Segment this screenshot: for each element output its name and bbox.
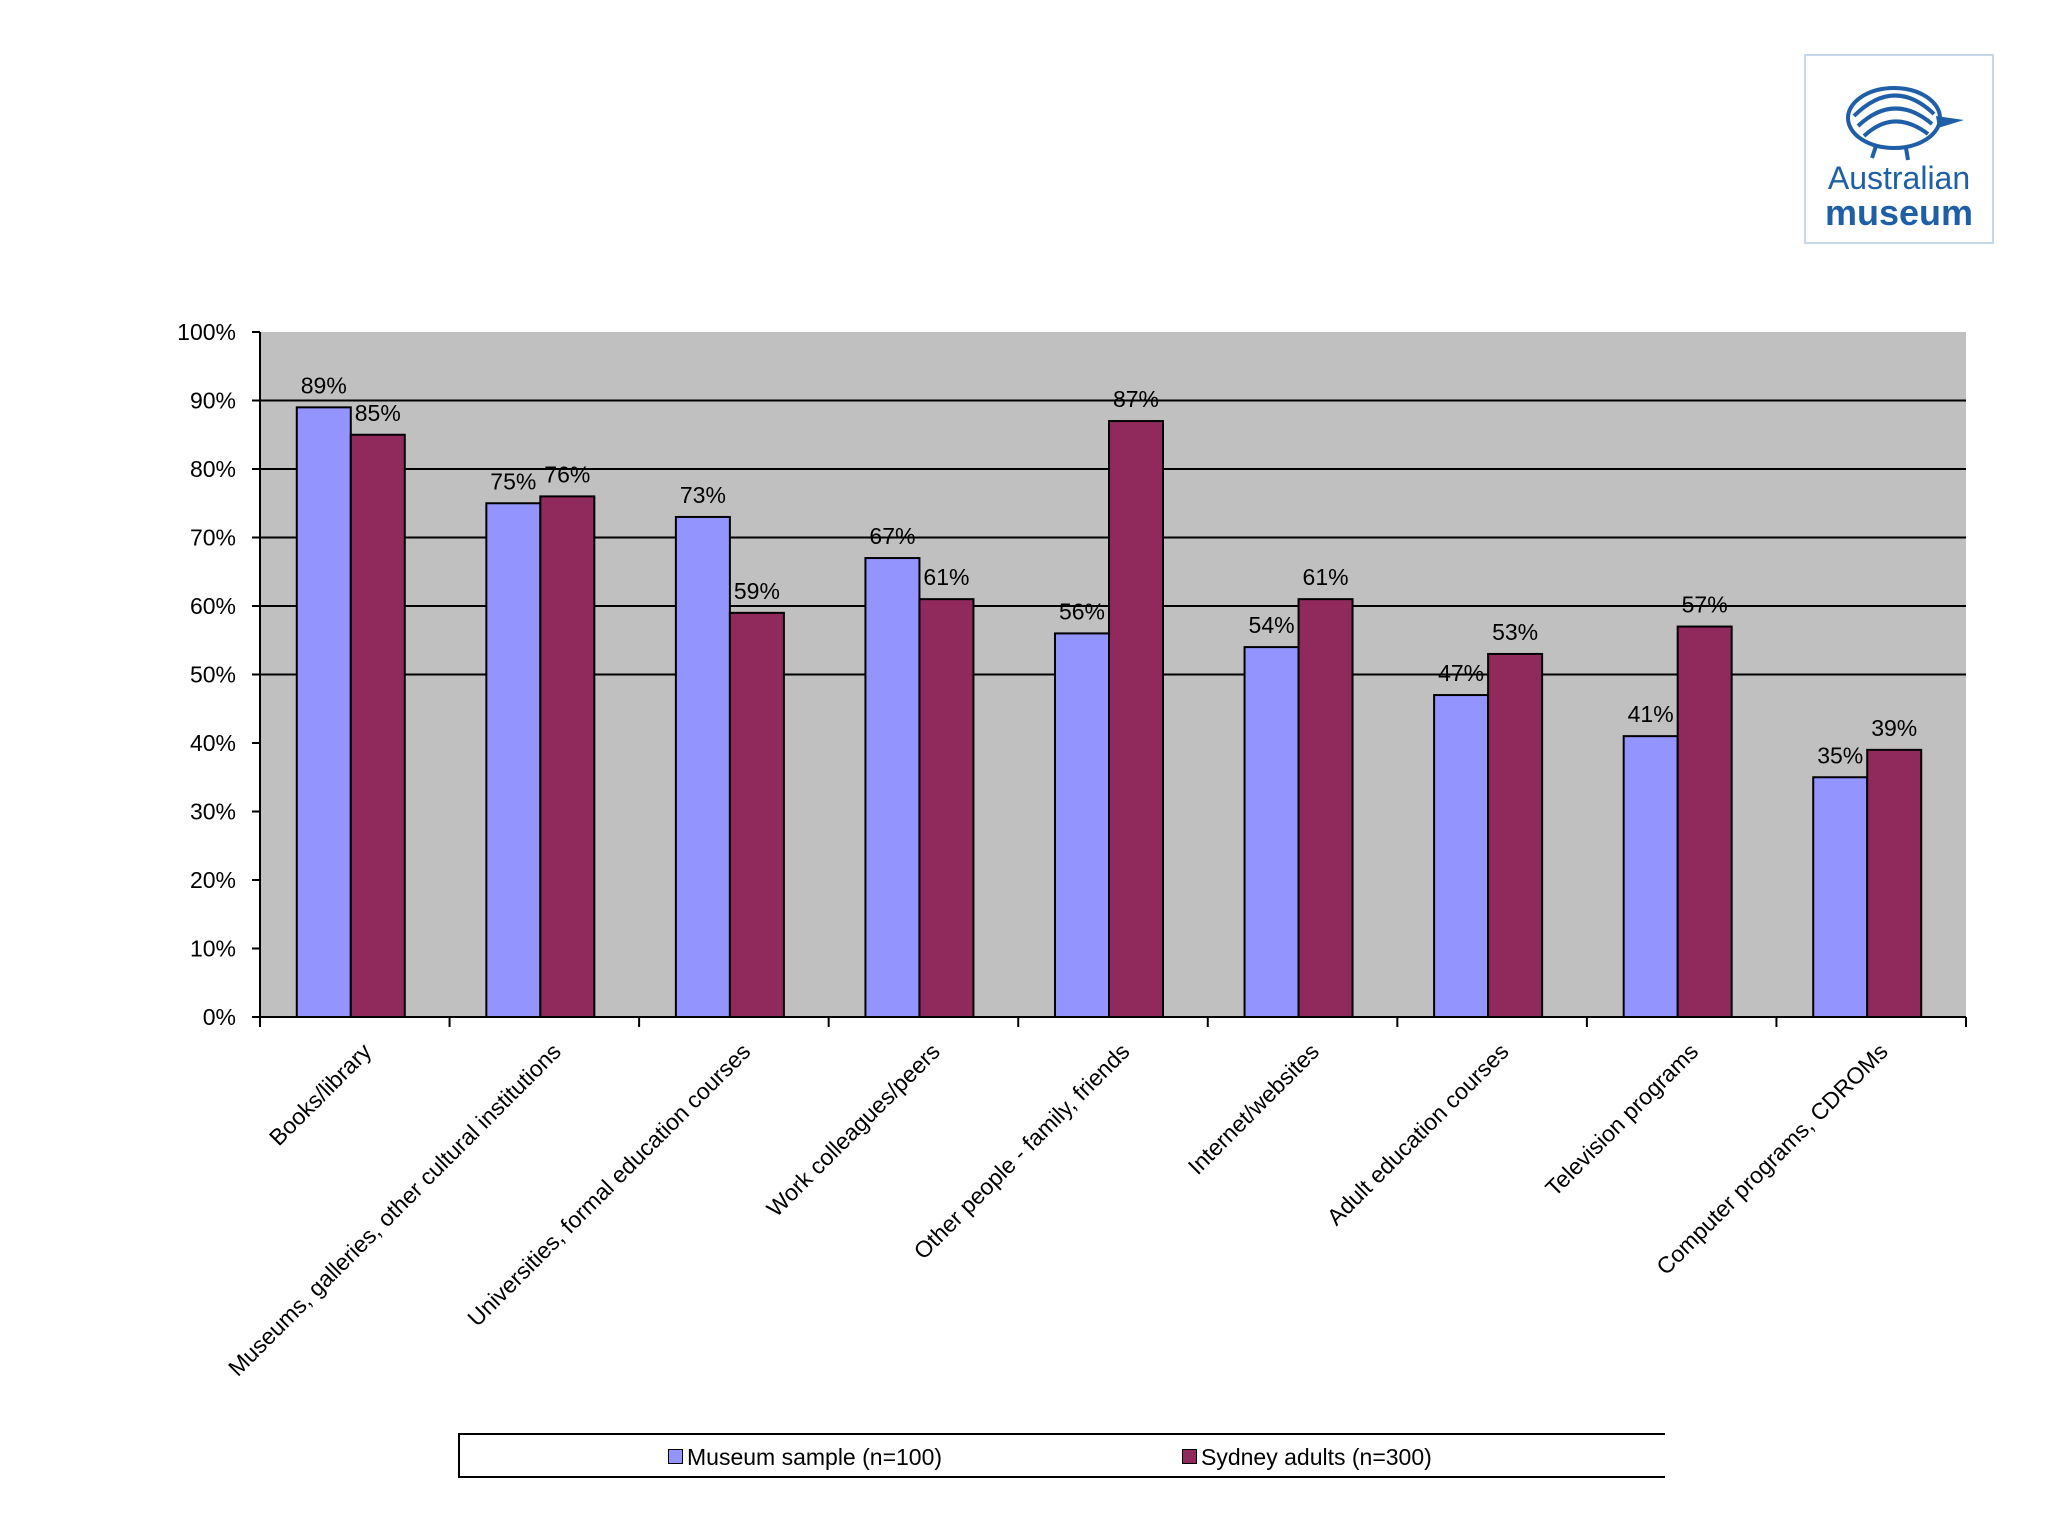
australian-museum-logo: Australian museum: [1804, 54, 1994, 244]
x-tick-label: Work colleagues/peers: [761, 1038, 945, 1222]
bar-museum-sample: [674, 515, 731, 1018]
legend-label-museum: Museum sample (n=100): [687, 1444, 943, 1470]
y-tick-label: 0%: [203, 1004, 236, 1030]
legend: Museum sample (n=100) Sydney adults (n=3…: [458, 1433, 1665, 1478]
legend-item-sydney: Sydney adults (n=300): [1182, 1444, 1432, 1471]
data-label-museum: 56%: [1059, 598, 1105, 624]
data-label-museum: 54%: [1249, 612, 1295, 638]
bar-sydney-adults: [918, 598, 975, 1019]
y-tick-label: 100%: [177, 319, 236, 345]
bar-sydney-adults: [1108, 420, 1164, 1018]
data-label-sydney: 61%: [1303, 564, 1349, 590]
y-tick-label: 40%: [190, 730, 236, 756]
y-tick-label: 60%: [190, 593, 236, 619]
data-label-museum: 67%: [869, 523, 915, 549]
bar-museum-sample: [1812, 776, 1869, 1018]
data-label-museum: 75%: [490, 468, 536, 494]
bar-museum-sample: [485, 502, 542, 1018]
data-label-sydney: 85%: [355, 400, 401, 426]
x-tick-label: Computer programs, CDROMs: [1651, 1038, 1893, 1280]
data-label-sydney: 57%: [1682, 592, 1728, 618]
x-tick-label: Museums, galleries, other cultural insti…: [223, 1038, 566, 1381]
x-tick-label: Adult education courses: [1322, 1038, 1514, 1230]
data-label-sydney: 39%: [1871, 715, 1917, 741]
y-tick-label: 70%: [190, 525, 236, 551]
bar-museum-sample: [1243, 646, 1300, 1018]
data-label-museum: 89%: [301, 372, 347, 398]
bar-museum-sample: [1622, 735, 1679, 1019]
y-tick-label: 50%: [190, 662, 236, 688]
data-label-museum: 35%: [1817, 742, 1863, 768]
echidna-logo-icon: [1846, 86, 1964, 161]
legend-swatch-museum: [668, 1449, 683, 1464]
bar-sydney-adults: [1676, 625, 1733, 1018]
bar-museum-sample: [1054, 632, 1110, 1019]
logo-text-australian: Australian: [1827, 160, 1971, 196]
legend-label-sydney: Sydney adults (n=300): [1201, 1444, 1432, 1470]
y-tick-label: 20%: [190, 867, 236, 893]
data-label-sydney: 53%: [1492, 619, 1538, 645]
x-tick-label: Television programs: [1540, 1038, 1703, 1201]
data-label-museum: 41%: [1628, 701, 1674, 727]
bar-museum-sample: [1433, 694, 1490, 1018]
legend-swatch-sydney: [1182, 1449, 1197, 1464]
x-tick-label: Books/library: [264, 1038, 377, 1151]
y-tick-label: 90%: [190, 388, 236, 414]
data-label-museum: 73%: [680, 482, 726, 508]
data-label-sydney: 59%: [734, 578, 780, 604]
y-tick-label: 10%: [190, 936, 236, 962]
bar-sydney-adults: [349, 433, 406, 1018]
y-tick-label: 80%: [190, 456, 236, 482]
y-tick-label: 30%: [190, 799, 236, 825]
logo-text-museum: museum: [1824, 192, 1974, 233]
data-label-sydney: 61%: [923, 564, 969, 590]
data-label-sydney: 87%: [1113, 386, 1159, 412]
bar-sydney-adults: [1487, 652, 1544, 1018]
data-label-museum: 47%: [1438, 660, 1484, 686]
bar-museum-sample: [295, 406, 352, 1019]
bar-sydney-adults: [539, 495, 596, 1018]
bar-museum-sample: [864, 557, 921, 1018]
bar-sydney-adults: [728, 611, 785, 1018]
bar-sydney-adults: [1866, 748, 1923, 1018]
x-tick-label: Internet/websites: [1183, 1038, 1324, 1179]
data-label-sydney: 76%: [544, 461, 590, 487]
x-tick-label: Other people - family, friends: [909, 1038, 1135, 1264]
legend-item-museum: Museum sample (n=100): [668, 1444, 942, 1471]
bar-sydney-adults: [1297, 598, 1354, 1019]
